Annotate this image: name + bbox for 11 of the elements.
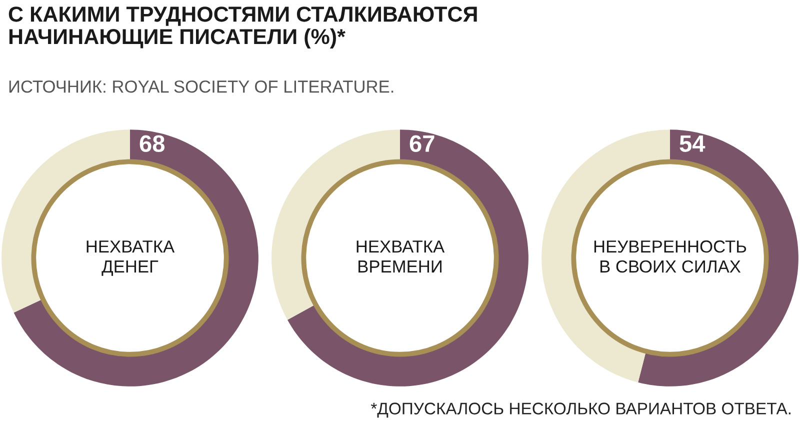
data-label: 68 xyxy=(140,135,165,152)
donut-slice xyxy=(287,130,528,386)
text: *ДОПУСКАЛОСЬ НЕСКОЛЬКО ВАРИАНТОВ ОТВЕТА. xyxy=(370,402,790,418)
data-label: 67 xyxy=(410,135,434,152)
text: НЕХВАТКА ВРЕМЕНИ xyxy=(356,240,445,272)
text: НЕУВЕРЕННОСТЬ В СВОИХ СИЛАХ xyxy=(594,240,746,273)
data-label: 54 xyxy=(680,135,706,152)
text: С КАКИМИ ТРУДНОСТЯМИ СТАЛКИВАЮТСЯ НАЧИНАЮЩИЕ ПИСАТЕЛИ (%)* xyxy=(8,6,477,48)
text: НЕХВАТКА ДЕНЕГ xyxy=(86,240,175,276)
text: ИСТОЧНИК: ROYAL SOCIETY OF LITERATURE. xyxy=(9,80,394,93)
donut-slice xyxy=(14,130,258,386)
